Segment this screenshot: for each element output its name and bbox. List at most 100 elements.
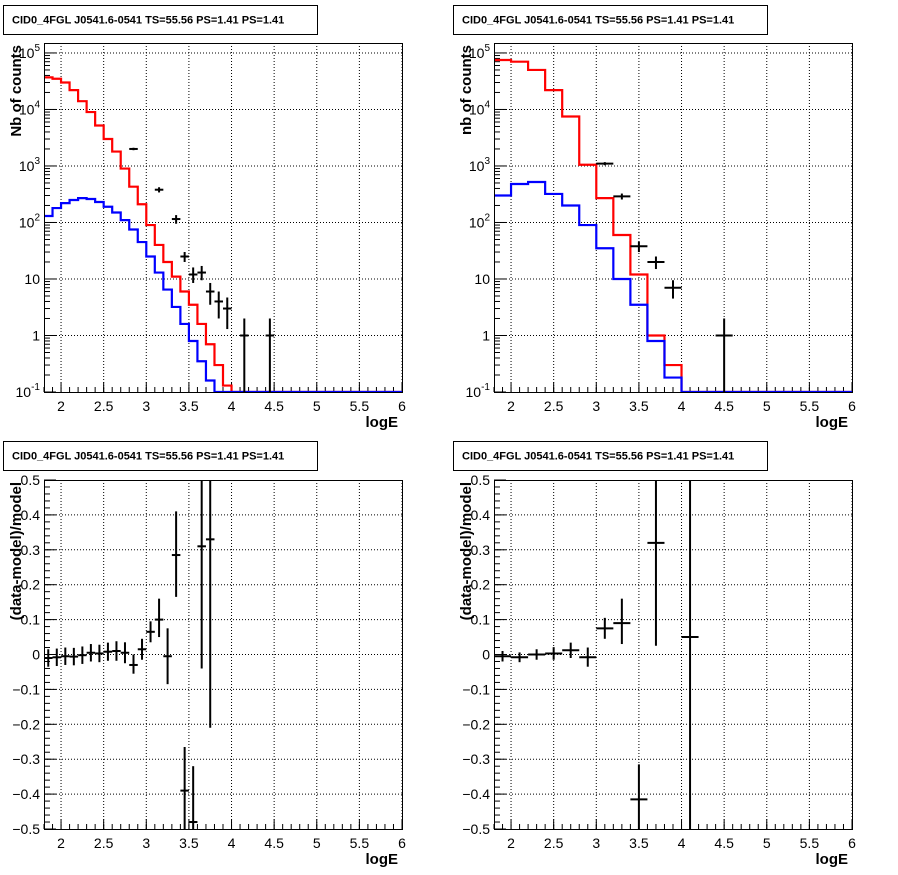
- plot-area: [494, 480, 852, 829]
- data-point: [44, 649, 53, 667]
- plot-content: [494, 480, 699, 829]
- y-tick-exponent: 4: [34, 99, 40, 110]
- x-tick-label: 5.5: [350, 398, 370, 414]
- y-tick-label: 10: [474, 271, 490, 287]
- data-point: [154, 187, 164, 193]
- y-tick-label: −0.1: [12, 681, 40, 697]
- plot-content: [494, 58, 852, 392]
- data-point: [171, 511, 181, 597]
- y-axis-label: nb of counts: [458, 45, 475, 135]
- data-point: [78, 646, 87, 664]
- plot-area: [44, 43, 402, 392]
- data-point: [630, 241, 648, 253]
- x-tick-label: 5.5: [800, 835, 820, 851]
- data-point: [154, 598, 164, 638]
- plot-content: [44, 76, 402, 392]
- counts-panel-fine-bins: CID0_4FGL J0541.6-0541 TS=55.56 PS=1.41 …: [3, 5, 406, 431]
- data-point: [52, 648, 62, 667]
- y-tick-label: −0.2: [12, 716, 40, 732]
- x-tick-label: 6: [398, 835, 406, 851]
- y-tick-label: 0: [482, 647, 490, 663]
- y-tick-label: 0: [32, 647, 40, 663]
- y-tick-label: −0.4: [462, 786, 490, 802]
- y-tick-label: −0.2: [462, 716, 490, 732]
- y-tick-label: 1: [482, 327, 490, 343]
- x-tick-label: 3: [142, 835, 150, 851]
- y-tick-label: 0.3: [471, 542, 491, 558]
- y-tick-exponent: 4: [484, 99, 490, 110]
- data-point: [61, 647, 70, 665]
- plot-area: [494, 43, 852, 392]
- x-tick-label: 3: [592, 398, 600, 414]
- data-point: [630, 764, 648, 829]
- data-point: [223, 297, 232, 330]
- data-point: [205, 480, 215, 728]
- data-point: [596, 617, 614, 639]
- x-tick-label: 4.5: [264, 398, 284, 414]
- y-tick-label: −0.5: [462, 821, 490, 837]
- y-axis-label: Nb of counts: [8, 45, 25, 137]
- x-tick-label: 3.5: [179, 835, 199, 851]
- x-tick-label: 5.5: [350, 835, 370, 851]
- y-tick-label: 102: [469, 212, 491, 230]
- y-tick-label: 0.4: [471, 507, 491, 523]
- x-tick-label: 5: [763, 835, 771, 851]
- data-point: [180, 252, 189, 262]
- panel-title-box: [453, 441, 768, 471]
- histogram-series-line: [44, 197, 402, 392]
- data-point: [163, 628, 172, 685]
- data-point: [188, 766, 198, 829]
- plot-frame: [44, 43, 403, 393]
- data-point: [129, 147, 138, 151]
- y-tick-label: 103: [469, 156, 491, 174]
- y-tick-label: 0.3: [21, 542, 41, 558]
- data-point: [240, 318, 249, 392]
- plot-frame: [44, 480, 403, 830]
- plot-content: [44, 480, 215, 829]
- data-point: [647, 256, 665, 270]
- histogram-series-line: [44, 76, 402, 392]
- y-tick-label: 10: [24, 271, 40, 287]
- x-tick-label: 2: [57, 835, 65, 851]
- y-tick-exponent: 5: [484, 43, 490, 54]
- x-tick-label: 4: [678, 835, 686, 851]
- x-tick-label: 4.5: [714, 835, 734, 851]
- data-point: [562, 642, 580, 658]
- y-tick-label: 10-1: [466, 382, 491, 400]
- y-tick-label: 0.1: [21, 612, 41, 628]
- x-tick-label: 2.5: [94, 835, 114, 851]
- data-point: [596, 162, 614, 166]
- y-tick-exponent: 2: [484, 212, 490, 223]
- y-tick-exponent: -1: [31, 382, 40, 393]
- x-tick-label: 3.5: [179, 398, 199, 414]
- data-point: [112, 641, 121, 661]
- data-point: [103, 642, 113, 661]
- y-tick-exponent: -1: [481, 382, 490, 393]
- data-point: [613, 193, 631, 200]
- residuals-panel-fine-bins: CID0_4FGL J0541.6-0541 TS=55.56 PS=1.41 …: [3, 441, 406, 868]
- histogram-series-line: [494, 58, 852, 392]
- data-point: [613, 598, 631, 645]
- panel-title-box: [3, 441, 318, 471]
- panel-title-box: [453, 5, 768, 35]
- x-tick-label: 3.5: [629, 835, 649, 851]
- y-tick-label: 10-1: [16, 382, 41, 400]
- y-tick-label: 0.1: [471, 612, 491, 628]
- x-tick-label: 4: [228, 835, 236, 851]
- panel-title: CID0_4FGL J0541.6-0541 TS=55.56 PS=1.41 …: [462, 451, 734, 463]
- y-tick-label: 0.2: [21, 577, 41, 593]
- y-axis-label: (data-model)/model: [8, 482, 25, 620]
- x-tick-label: 2.5: [544, 398, 564, 414]
- x-tick-label: 2.5: [94, 398, 114, 414]
- x-tick-label: 2: [507, 398, 515, 414]
- y-axis-label: (data-model)/model: [458, 482, 475, 620]
- y-tick-label: 0.5: [21, 472, 41, 488]
- x-axis-label: logE: [816, 414, 849, 431]
- panel-title: CID0_4FGL J0541.6-0541 TS=55.56 PS=1.41 …: [12, 451, 284, 463]
- data-point: [146, 621, 155, 643]
- x-axis-label: logE: [816, 851, 849, 868]
- plot-frame: [494, 43, 853, 393]
- data-point: [188, 267, 198, 283]
- x-tick-label: 5: [763, 398, 771, 414]
